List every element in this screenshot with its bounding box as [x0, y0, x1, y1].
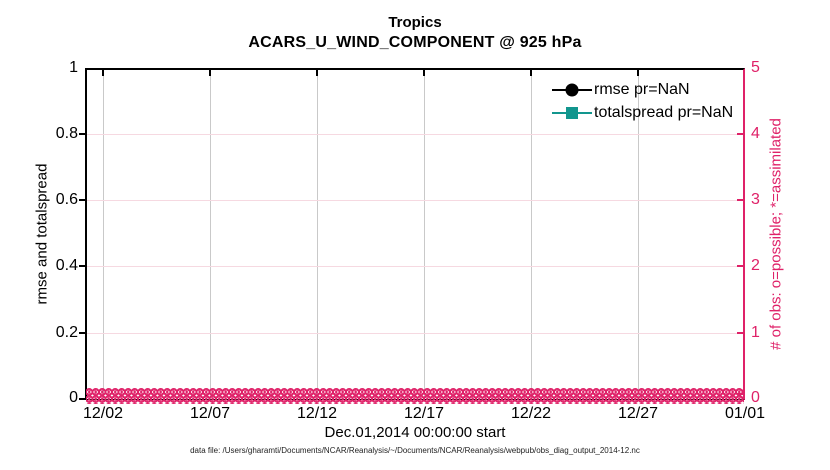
- tick-mark: [209, 70, 211, 76]
- ytick-left: 0.8: [55, 125, 78, 142]
- tick-mark: [737, 199, 743, 201]
- gridline-vertical: [317, 70, 318, 399]
- ytick-right: 0: [751, 389, 760, 406]
- tick-mark: [102, 70, 104, 76]
- ytick-right: 2: [751, 257, 760, 274]
- tick-mark: [79, 133, 85, 135]
- ytick-right: 3: [751, 191, 760, 208]
- gridline-vertical: [210, 70, 211, 399]
- xtick: 12/12: [296, 405, 338, 422]
- x-axis-label: Dec.01,2014 00:00:00 start: [324, 424, 506, 441]
- tick-mark: [530, 70, 532, 76]
- totalspread-square-marker-icon: [566, 106, 578, 119]
- xtick: 12/02: [82, 405, 124, 422]
- plot-area: [85, 68, 745, 400]
- gridline-horizontal: [87, 266, 743, 267]
- xtick: 12/27: [617, 405, 659, 422]
- legend: rmse pr=NaN totalspread pr=NaN: [552, 78, 733, 124]
- ytick-left: 1: [69, 59, 78, 76]
- tick-mark: [79, 332, 85, 334]
- tick-mark: [79, 398, 85, 400]
- obs-count-markers-band: [86, 388, 744, 404]
- gridline-horizontal: [87, 200, 743, 201]
- tick-mark: [737, 133, 743, 135]
- rmse-circle-marker-icon: [565, 83, 579, 96]
- ytick-left: 0.6: [55, 191, 78, 208]
- gridline-horizontal: [87, 333, 743, 334]
- tick-mark: [423, 70, 425, 76]
- rmse-line-sample: [552, 83, 592, 97]
- tick-mark: [737, 265, 743, 267]
- totalspread-line-sample: [552, 106, 592, 120]
- ytick-left: 0.4: [55, 257, 78, 274]
- legend-label-rmse: rmse pr=NaN: [594, 80, 690, 98]
- tick-mark: [316, 70, 318, 76]
- ytick-right: 5: [751, 59, 760, 76]
- chart-subtitle: ACARS_U_WIND_COMPONENT @ 925 hPa: [248, 34, 582, 51]
- y-axis-label-left: rmse and totalspread: [33, 163, 51, 305]
- gridline-vertical: [638, 70, 639, 399]
- gridline-vertical: [531, 70, 532, 399]
- tick-mark: [737, 332, 743, 334]
- y-axis-label-right: # of obs: o=possible; *=assimilated: [767, 118, 785, 350]
- legend-label-totalspread: totalspread pr=NaN: [594, 103, 734, 121]
- datafile-footer: data file: /Users/gharamti/Documents/NCA…: [190, 446, 640, 455]
- legend-item-rmse: rmse pr=NaN: [552, 78, 733, 101]
- gridline-vertical: [424, 70, 425, 399]
- tick-mark: [79, 199, 85, 201]
- chart-title: Tropics: [388, 14, 442, 31]
- ytick-right: 1: [751, 324, 760, 341]
- tick-mark: [79, 265, 85, 267]
- xtick: 12/07: [189, 405, 231, 422]
- legend-item-totalspread: totalspread pr=NaN: [552, 101, 733, 124]
- ytick-right: 4: [751, 125, 760, 142]
- xtick: 01/01: [724, 405, 766, 422]
- gridline-horizontal: [87, 134, 743, 135]
- tick-mark: [637, 70, 639, 76]
- xtick: 12/17: [403, 405, 445, 422]
- ytick-left: 0: [69, 389, 78, 406]
- ytick-left: 0.2: [55, 324, 78, 341]
- gridline-vertical: [103, 70, 104, 399]
- xtick: 12/22: [510, 405, 552, 422]
